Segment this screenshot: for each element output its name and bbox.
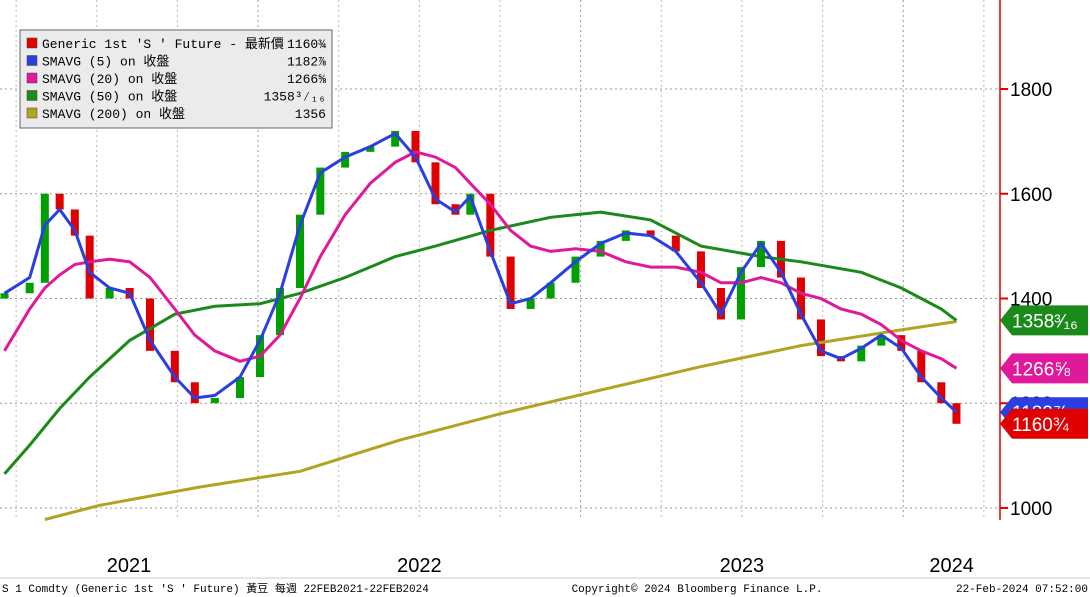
footer-right: 22-Feb-2024 07:52:00 <box>956 584 1088 596</box>
candle <box>210 397 219 404</box>
axis: 1000120014001600180020212022202320241358… <box>107 0 1088 577</box>
candle <box>431 162 440 205</box>
candle <box>451 204 460 215</box>
last-value-label: 1358³⁄₁₆ <box>1012 311 1078 332</box>
legend-label: SMAVG (5) on 收盤 <box>42 55 169 70</box>
candle <box>486 193 495 257</box>
candle <box>0 293 9 299</box>
last-value-tag <box>1000 353 1088 384</box>
candle <box>917 350 926 383</box>
candle <box>571 256 580 283</box>
candle <box>276 288 284 336</box>
candle <box>696 251 705 289</box>
candle <box>466 193 475 215</box>
sma-line <box>44 320 957 521</box>
legend: Generic 1st 'S ' Future - 最新價 1160¾ SMAVG … <box>19 29 333 129</box>
sma-line <box>3 210 958 475</box>
legend-value: 1160¾ <box>287 37 326 52</box>
candle <box>857 345 866 362</box>
legend-swatch <box>26 107 38 119</box>
candle <box>70 209 79 236</box>
candle <box>55 193 64 210</box>
legend-value: 1358³⁄₁₆ <box>264 90 326 105</box>
legend-swatch <box>26 37 38 49</box>
x-tick-label: 2021 <box>107 555 152 577</box>
legend-label: SMAVG (20) on 收盤 <box>42 72 177 87</box>
legend-label: SMAVG (50) on 收盤 <box>42 90 177 105</box>
legend-value: 1182⅞ <box>287 55 326 70</box>
legend-swatch <box>26 55 38 66</box>
candle <box>236 377 244 398</box>
candle <box>526 298 535 309</box>
legend-swatch <box>26 90 38 101</box>
y-tick-label: 1000 <box>1010 499 1052 520</box>
y-tick-label: 1800 <box>1010 80 1052 101</box>
candle <box>105 288 114 299</box>
candle <box>937 382 946 404</box>
y-tick-label: 1400 <box>1010 289 1052 310</box>
legend-label: Generic 1st 'S ' Future - 最新價 <box>42 36 284 52</box>
last-value-tag <box>1000 408 1088 439</box>
candle <box>25 282 34 294</box>
y-tick-label: 1600 <box>1010 185 1052 206</box>
plot <box>0 130 961 521</box>
last-value-tag <box>1000 305 1088 336</box>
candle <box>170 350 179 383</box>
candle <box>897 335 906 351</box>
candle <box>736 267 745 320</box>
x-tick-label: 2023 <box>720 555 765 577</box>
candle <box>716 288 725 320</box>
candle <box>40 193 49 283</box>
candle <box>621 230 630 241</box>
candle <box>391 130 400 147</box>
candle <box>341 151 350 168</box>
candle <box>796 277 805 320</box>
last-value-label: 1160¾ <box>1012 415 1070 436</box>
candle <box>671 235 680 252</box>
sma-line <box>3 131 958 414</box>
candle <box>596 240 605 257</box>
candle <box>146 298 154 351</box>
sma-line <box>3 150 958 370</box>
legend-value: 1356 <box>295 107 326 122</box>
candle <box>952 403 961 424</box>
x-tick-label: 2024 <box>929 555 974 577</box>
last-value-label: 1266⅝ <box>1012 359 1070 380</box>
x-tick-label: 2022 <box>397 555 442 577</box>
footer-center: Copyright© 2024 Bloomberg Finance L.P. <box>572 584 823 596</box>
legend-box <box>19 29 333 129</box>
candle <box>85 235 94 299</box>
candle <box>316 167 325 215</box>
candle <box>756 240 765 268</box>
candle <box>296 214 304 289</box>
legend-swatch <box>26 72 38 84</box>
candle <box>546 282 555 299</box>
candle <box>366 146 375 152</box>
footer-left: S 1 Comdty (Generic 1st 'S ' Future) 黃豆 … <box>2 581 429 596</box>
candle <box>816 319 825 357</box>
legend-label: SMAVG (200) on 收盤 <box>42 107 185 122</box>
candle <box>877 335 886 346</box>
candle <box>190 382 199 404</box>
candle <box>506 256 515 309</box>
legend-value: 1266⅝ <box>287 72 326 87</box>
candle <box>411 130 420 163</box>
candle <box>646 230 655 236</box>
